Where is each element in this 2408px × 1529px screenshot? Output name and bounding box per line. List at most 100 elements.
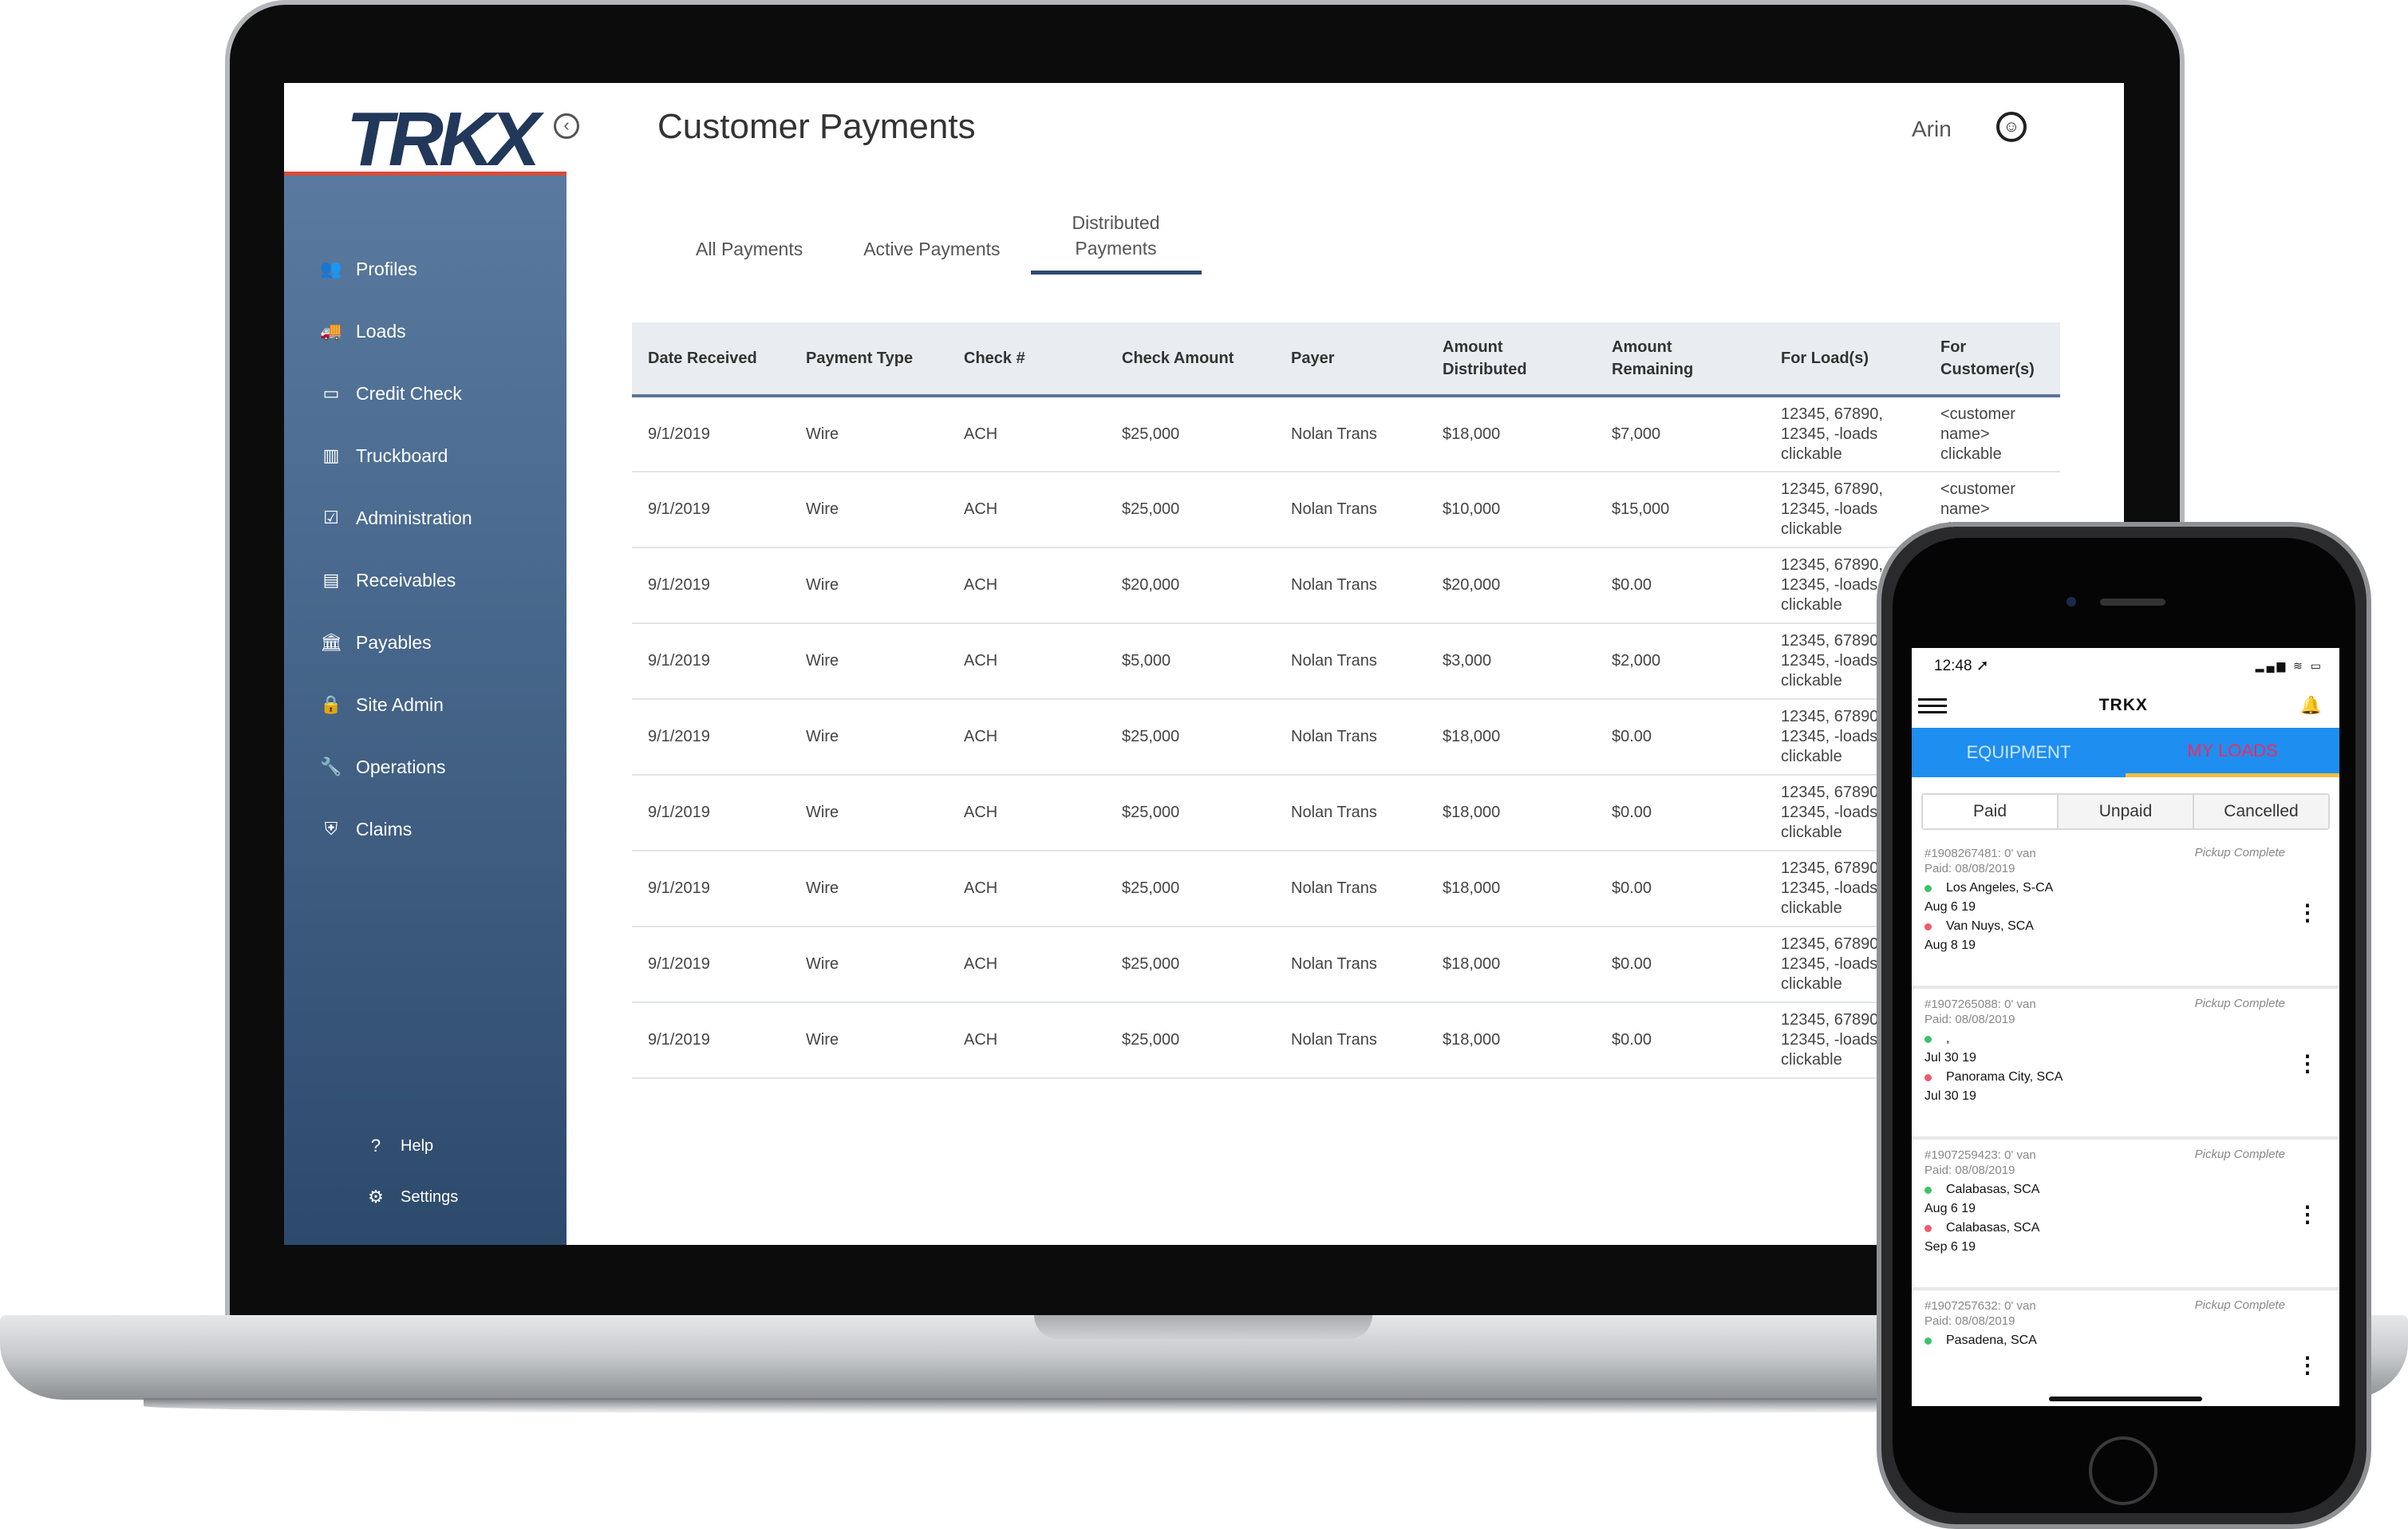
- pickup-dot-icon: [1924, 1186, 1932, 1194]
- load-stop: ,: [1924, 1032, 2327, 1046]
- sidebar-item-operations[interactable]: 🔧 Operations: [284, 736, 566, 798]
- table-row[interactable]: 9/1/2019 Wire ACH $25,000 Nolan Trans $18,000…: [632, 699, 2060, 775]
- load-stop: Calabasas, SCA: [1924, 1183, 2327, 1197]
- sidebar-item-label: Truckboard: [356, 444, 448, 466]
- load-stop-place: Panorama City, SCA: [1946, 1070, 2063, 1084]
- chevron-left-icon[interactable]: ‹: [554, 113, 579, 139]
- table-row[interactable]: 9/1/2019 Wire ACH $5,000 Nolan Trans $3,000 $2…: [632, 623, 2060, 699]
- column-header[interactable]: Amount Distributed: [1443, 338, 1527, 378]
- kebab-menu-icon[interactable]: ⋮: [2296, 1202, 2319, 1227]
- logo[interactable]: TRKX: [346, 96, 540, 184]
- table-cell: $25,000: [1122, 879, 1180, 897]
- table-cell[interactable]: 12345, 67890, 12345, -loads clickable: [1781, 632, 1883, 689]
- column-header[interactable]: Payment Type: [806, 350, 914, 367]
- sidebar-item-help[interactable]: ? Help: [284, 1120, 566, 1171]
- column-header[interactable]: Check Amount: [1122, 350, 1234, 367]
- table-cell[interactable]: 12345, 67890, 12345, -loads clickable: [1781, 1011, 1883, 1069]
- tab-all-payments[interactable]: All Payments: [696, 239, 803, 259]
- segment-equipment[interactable]: EQUIPMENT: [1966, 742, 2071, 762]
- table-cell: Nolan Trans: [1291, 879, 1377, 897]
- load-stop-place: Pasadena, SCA: [1946, 1333, 2037, 1347]
- load-card[interactable]: #1908267481: 0' van Paid: 08/08/2019 Picku…: [1912, 838, 2339, 989]
- table-cell[interactable]: 12345, 67890, 12345, -loads clickable: [1781, 708, 1883, 765]
- table-cell: 9/1/2019: [648, 879, 710, 897]
- sidebar-item-label: Loads: [356, 320, 406, 342]
- load-card[interactable]: #1907259423: 0' van Paid: 08/08/2019 Picku…: [1912, 1140, 2339, 1290]
- table-cell: 9/1/2019: [648, 576, 710, 594]
- table-cell[interactable]: <customer name> clickable: [1940, 405, 2015, 463]
- app-title: TRKX: [2098, 696, 2148, 714]
- kebab-menu-icon[interactable]: ⋮: [2296, 900, 2319, 925]
- sidebar-item-loads[interactable]: 🚚 Loads: [284, 300, 566, 362]
- logo-area: TRKX: [284, 83, 566, 182]
- phone-home-button[interactable]: [2089, 1436, 2157, 1505]
- column-header[interactable]: Date Received: [648, 350, 757, 367]
- user-circle-icon[interactable]: ☺: [1996, 112, 2027, 142]
- table-cell[interactable]: 12345, 67890, 12345, -loads clickable: [1781, 784, 1883, 841]
- user-name[interactable]: Arin: [1912, 117, 1952, 141]
- table-cell[interactable]: 12345, 67890, 12345, -loads clickable: [1781, 935, 1883, 993]
- load-paid-date: Paid: 08/08/2019: [1924, 1164, 2015, 1177]
- load-status: Pickup Complete: [2194, 1148, 2285, 1161]
- table-row[interactable]: 9/1/2019 Wire ACH $25,000 Nolan Trans $18,000…: [632, 396, 2060, 472]
- table-cell: $25,000: [1122, 425, 1180, 443]
- table-row[interactable]: 9/1/2019 Wire ACH $25,000 Nolan Trans $18,000…: [632, 1002, 2060, 1078]
- tab-distributed-payments[interactable]: Distributed Payments: [1030, 211, 1202, 275]
- table-cell: $25,000: [1122, 1031, 1180, 1049]
- table-cell: ACH: [964, 576, 998, 594]
- table-cell[interactable]: 12345, 67890, 12345, -loads clickable: [1781, 405, 1883, 463]
- column-header[interactable]: Check #: [964, 350, 1025, 367]
- sidebar-item-truckboard[interactable]: ▥ Truckboard: [284, 425, 566, 487]
- table-cell: ACH: [964, 1031, 998, 1049]
- table-cell: ACH: [964, 500, 998, 518]
- column-header[interactable]: Payer: [1291, 350, 1335, 367]
- sidebar-item-administration[interactable]: ☑ Administration: [284, 487, 566, 549]
- table-row[interactable]: 9/1/2019 Wire ACH $20,000 Nolan Trans $20,000…: [632, 547, 2060, 623]
- tab-active-payments[interactable]: Active Payments: [863, 239, 1001, 259]
- sidebar-item-claims[interactable]: ⛨ Claims: [284, 798, 566, 860]
- kebab-menu-icon[interactable]: ⋮: [2296, 1051, 2319, 1076]
- load-stop-place: Van Nuys, SCA: [1946, 919, 2034, 933]
- table-cell: 9/1/2019: [648, 500, 710, 518]
- table-row[interactable]: 9/1/2019 Wire ACH $25,000 Nolan Trans $18,000…: [632, 926, 2060, 1002]
- table-cell: 9/1/2019: [648, 955, 710, 973]
- hamburger-icon[interactable]: [1918, 694, 1947, 717]
- load-card[interactable]: #1907257632: 0' van Paid: 08/08/2019 Picku…: [1912, 1290, 2339, 1406]
- payment-tabs: All Payments Active Payments Distributed P…: [665, 211, 1202, 275]
- table-cell[interactable]: 12345, 67890, 12345, -loads clickable: [1781, 556, 1883, 614]
- table-cell: $20,000: [1122, 576, 1180, 594]
- filter-unpaid[interactable]: Unpaid: [2057, 795, 2193, 828]
- phone-screen: 12:48 ➚ ▂▄▆ ≋ ▭ TRKX 🔔 EQUIPMENT MY LOADS…: [1912, 648, 2339, 1406]
- table-row[interactable]: 9/1/2019 Wire ACH $25,000 Nolan Trans $18,000…: [632, 775, 2060, 851]
- column-header[interactable]: Amount Remaining: [1612, 338, 1694, 378]
- credit-card-icon: ▭: [322, 383, 340, 403]
- load-stop-place: Calabasas, SCA: [1946, 1183, 2040, 1196]
- table-cell: 9/1/2019: [648, 728, 710, 745]
- column-header[interactable]: For Load(s): [1781, 350, 1869, 367]
- sidebar-item-label: Settings: [401, 1187, 459, 1206]
- pickup-dot-icon: [1924, 1035, 1932, 1043]
- sidebar-item-site-admin[interactable]: 🔒 Site Admin: [284, 674, 566, 736]
- filter-cancelled[interactable]: Cancelled: [2193, 795, 2328, 828]
- sidebar-item-settings[interactable]: ⚙ Settings: [284, 1171, 566, 1223]
- segment-my-loads[interactable]: MY LOADS: [2126, 728, 2339, 777]
- table-cell: $0.00: [1612, 728, 1652, 745]
- load-card[interactable]: #1907265088: 0' van Paid: 08/08/2019 Picku…: [1912, 989, 2339, 1140]
- table-cell: Nolan Trans: [1291, 1031, 1377, 1049]
- bell-icon[interactable]: 🔔: [2299, 695, 2322, 715]
- table-row[interactable]: 9/1/2019 Wire ACH $25,000 Nolan Trans $10,000…: [632, 472, 2060, 547]
- sidebar-item-receivables[interactable]: ▤ Receivables: [284, 549, 566, 611]
- sidebar-item-payables[interactable]: 🏛 Payables: [284, 611, 566, 674]
- table-cell: ACH: [964, 879, 998, 897]
- filter-paid[interactable]: Paid: [1923, 795, 2057, 828]
- truck-icon: 🚚: [320, 321, 342, 341]
- table-cell[interactable]: 12345, 67890, 12345, -loads clickable: [1781, 480, 1883, 538]
- table-cell[interactable]: 12345, 67890, 12345, -loads clickable: [1781, 859, 1883, 917]
- column-header[interactable]: For Customer(s): [1940, 338, 2035, 378]
- home-indicator[interactable]: [2049, 1397, 2202, 1401]
- kebab-menu-icon[interactable]: ⋮: [2296, 1353, 2319, 1377]
- table-row[interactable]: 9/1/2019 Wire ACH $25,000 Nolan Trans $18,000…: [632, 851, 2060, 926]
- sidebar-item-credit-check[interactable]: ▭ Credit Check: [284, 362, 566, 425]
- table-cell: Nolan Trans: [1291, 652, 1377, 670]
- sidebar-item-profiles[interactable]: 👥 Profiles: [284, 238, 566, 300]
